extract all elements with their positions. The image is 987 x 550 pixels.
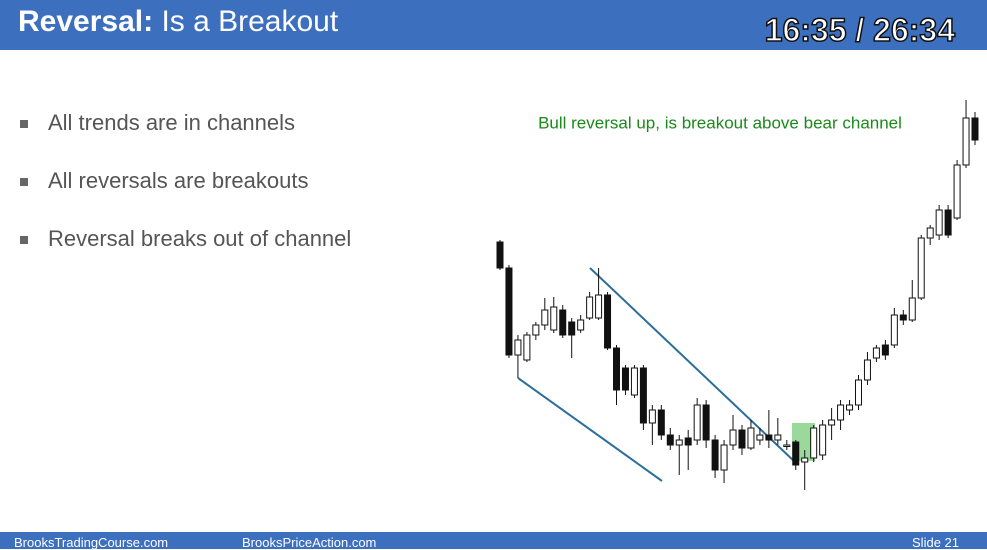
candle-body xyxy=(639,367,647,424)
candle-body xyxy=(863,359,871,381)
candle-body xyxy=(810,427,818,459)
candle-body xyxy=(711,439,719,471)
candle-body xyxy=(541,309,549,326)
candle-body xyxy=(657,409,665,436)
candle-body xyxy=(595,294,603,319)
candle-body xyxy=(505,267,513,356)
candle-body xyxy=(630,367,638,396)
footer-left: BrooksTradingCourse.com xyxy=(14,535,169,550)
candle-body xyxy=(917,237,925,299)
candle-body xyxy=(604,294,612,349)
candle-body xyxy=(801,457,809,463)
candle-body xyxy=(532,324,540,336)
candle-body xyxy=(747,427,755,449)
candle-body xyxy=(550,306,558,331)
candle-body xyxy=(523,334,531,361)
candle-body xyxy=(666,434,674,446)
candle-body xyxy=(908,297,916,321)
bullet-text: All trends are in channels xyxy=(48,110,296,135)
candle-body xyxy=(675,439,683,446)
candle-body xyxy=(738,429,746,449)
candle-body xyxy=(962,117,970,166)
candle-body xyxy=(577,319,585,331)
candle-body xyxy=(648,409,656,424)
candle-body xyxy=(899,314,907,321)
title-bold: Reversal: xyxy=(18,5,154,38)
candle-body xyxy=(559,309,567,336)
candle-body xyxy=(621,367,629,391)
bullet: All reversals are breakouts xyxy=(20,168,351,226)
candle-body xyxy=(953,164,961,219)
timer: 16:35 / 26:34 xyxy=(764,11,956,49)
candle-body xyxy=(684,437,692,446)
candle-body xyxy=(846,404,854,411)
candle-body xyxy=(792,441,800,466)
footer: BrooksTradingCourse.com BrooksPriceActio… xyxy=(0,532,987,550)
bullet-text: All reversals are breakouts xyxy=(48,168,309,193)
candle-body xyxy=(720,444,728,471)
candle-body xyxy=(828,419,836,426)
footer-right: Slide 21 xyxy=(912,535,959,550)
candle-body xyxy=(729,429,737,446)
candle-body xyxy=(872,347,880,359)
candle-body xyxy=(774,434,782,441)
candle-body xyxy=(854,379,862,406)
bullet-list: All trends are in channels All reversals… xyxy=(20,110,351,284)
candle-body xyxy=(514,339,522,356)
channel-line xyxy=(517,377,663,482)
title: Reversal: Is a Breakout xyxy=(18,5,338,39)
candle-body xyxy=(819,424,827,456)
annotation: Bull reversal up, is breakout above bear… xyxy=(538,113,902,132)
footer-middle: BrooksPriceAction.com xyxy=(242,535,377,550)
candle-body xyxy=(693,404,701,441)
bullet-text: Reversal breaks out of channel xyxy=(48,226,352,251)
candle-body xyxy=(971,117,979,141)
candle-body xyxy=(613,347,621,391)
title-rest: Is a Breakout xyxy=(161,5,339,38)
candle-body xyxy=(890,314,898,346)
candle-body xyxy=(756,434,764,441)
candle-body xyxy=(783,444,791,447)
bullet: Reversal breaks out of channel xyxy=(20,226,351,284)
candle-body xyxy=(935,209,943,236)
candle-body xyxy=(586,296,594,319)
header: Reversal: Is a Breakout 16:35 / 26:34 xyxy=(0,0,987,50)
candle-body xyxy=(944,209,952,236)
channel-line xyxy=(589,267,796,463)
candle-body xyxy=(496,241,504,269)
candle-body xyxy=(881,344,889,356)
candle-body xyxy=(568,321,576,336)
candle-body xyxy=(702,404,710,441)
candle-body xyxy=(926,227,934,239)
chart: Bull reversal up, is breakout above bear… xyxy=(496,100,979,490)
bullet: All trends are in channels xyxy=(20,110,351,168)
candle-body xyxy=(765,434,773,441)
candle-body xyxy=(837,404,845,421)
